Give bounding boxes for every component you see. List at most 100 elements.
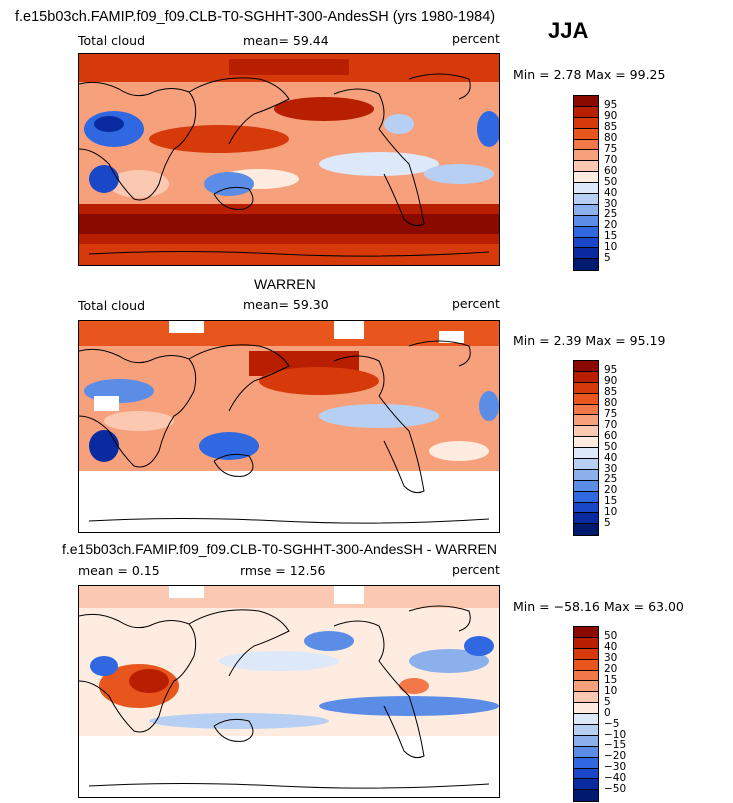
colorbar-swatch <box>574 648 598 660</box>
colorbar-tick-label: 95 <box>604 364 618 377</box>
colorbar-swatch <box>574 637 598 649</box>
colorbar-tick-label: 70 <box>604 153 618 166</box>
colorbar-tick-label: −30 <box>604 761 627 774</box>
colorbar-tick-label: 90 <box>604 110 618 123</box>
colorbar-swatch <box>574 681 598 693</box>
colorbar-swatch <box>574 117 598 129</box>
panel2-mean-label: mean= 59.30 <box>243 297 329 312</box>
colorbar-tick-label: 5 <box>604 695 611 708</box>
colorbar-swatch <box>574 670 598 682</box>
colorbar-tick-label: 40 <box>604 451 618 464</box>
colorbar-swatch <box>574 96 598 107</box>
colorbar-swatch <box>574 371 598 383</box>
colorbar-swatch <box>574 480 598 492</box>
colorbar-tick-label: 25 <box>604 473 618 486</box>
figure-title: f.e15b03ch.FAMIP.f09_f09.CLB-T0-SGHHT-30… <box>15 9 496 25</box>
panel3-colorbar <box>573 626 599 803</box>
colorbar-tick-label: 10 <box>604 684 618 697</box>
colorbar-swatch <box>574 194 598 205</box>
panel3-rmse-label: rmse = 12.56 <box>240 563 326 578</box>
colorbar-swatch <box>574 139 598 151</box>
colorbar-tick-label: 40 <box>604 186 618 199</box>
colorbar-tick-label: 70 <box>604 418 618 431</box>
colorbar-swatch <box>574 768 598 780</box>
colorbar-swatch <box>574 779 598 791</box>
colorbar-swatch <box>574 469 598 481</box>
colorbar-swatch <box>574 725 598 736</box>
colorbar-tick-label: 20 <box>604 663 618 676</box>
colorbar-swatch <box>574 128 598 140</box>
colorbar-tick-label: 15 <box>604 230 618 243</box>
colorbar-swatch <box>574 448 598 460</box>
colorbar-tick-label: 15 <box>604 495 618 508</box>
colorbar-tick-label: 15 <box>604 674 618 686</box>
colorbar-tick-label: 90 <box>604 375 618 388</box>
colorbar-swatch <box>574 746 598 758</box>
colorbar-swatch <box>574 659 598 671</box>
colorbar-tick-label: 50 <box>604 630 618 643</box>
colorbar-swatch <box>574 259 598 271</box>
colorbar-tick-label: −5 <box>604 717 620 730</box>
colorbar-tick-label: 30 <box>604 652 618 665</box>
colorbar-swatch <box>574 714 598 726</box>
colorbar-swatch <box>574 459 598 470</box>
colorbar-tick-label: 50 <box>604 440 618 453</box>
colorbar-swatch <box>574 491 598 503</box>
colorbar-swatch <box>574 502 598 514</box>
colorbar-swatch <box>574 404 598 416</box>
colorbar-tick-label: 5 <box>604 517 611 529</box>
colorbar-tick-label: 20 <box>604 484 618 497</box>
colorbar-tick-label: 25 <box>604 208 618 221</box>
colorbar-swatch <box>574 757 598 769</box>
panel3-minmax: Min = −58.16 Max = 63.00 <box>513 599 684 614</box>
colorbar-tick-label: −10 <box>604 728 627 741</box>
panel1-colorbar <box>573 95 599 272</box>
colorbar-tick-label: −50 <box>604 783 627 795</box>
colorbar-swatch <box>574 524 598 536</box>
colorbar-swatch <box>574 513 598 525</box>
colorbar-swatch <box>574 237 598 249</box>
colorbar-swatch <box>574 426 598 438</box>
colorbar-tick-label: 60 <box>604 429 618 442</box>
colorbar-swatch <box>574 161 598 173</box>
colorbar-tick-label: 75 <box>604 408 618 420</box>
colorbar-swatch <box>574 172 598 184</box>
colorbar-tick-label: 30 <box>604 462 618 475</box>
colorbar-swatch <box>574 393 598 405</box>
colorbar-swatch <box>574 106 598 118</box>
colorbar-swatch <box>574 183 598 195</box>
colorbar-tick-label: 5 <box>604 252 611 264</box>
colorbar-swatch <box>574 703 598 715</box>
colorbar-swatch <box>574 735 598 747</box>
colorbar-tick-label: 85 <box>604 386 618 399</box>
colorbar-tick-label: 20 <box>604 219 618 232</box>
colorbar-tick-label: 50 <box>604 175 618 188</box>
colorbar-tick-label: 75 <box>604 143 618 155</box>
colorbar-swatch <box>574 382 598 394</box>
panel3-mean-label: mean = 0.15 <box>78 563 160 578</box>
colorbar-tick-label: 40 <box>604 641 618 654</box>
panel2-map <box>78 320 500 533</box>
colorbar-tick-label: 85 <box>604 121 618 134</box>
panel1-variable-label: Total cloud <box>78 33 146 48</box>
panel1-minmax: Min = 2.78 Max = 99.25 <box>513 67 666 82</box>
colorbar-tick-label: −15 <box>604 739 627 752</box>
colorbar-swatch <box>574 790 598 802</box>
panel2-minmax: Min = 2.39 Max = 95.19 <box>513 333 666 348</box>
colorbar-tick-label: 80 <box>604 132 618 145</box>
colorbar-swatch <box>574 204 598 216</box>
colorbar-tick-label: 0 <box>604 706 611 719</box>
panel3-units-label: percent <box>452 562 500 577</box>
colorbar-swatch <box>574 437 598 449</box>
panel1-units-label: percent <box>452 31 500 46</box>
panel2-variable-label: Total cloud <box>78 298 146 313</box>
panel1-mean-label: mean= 59.44 <box>243 33 329 48</box>
colorbar-swatch <box>574 226 598 238</box>
colorbar-swatch <box>574 627 598 638</box>
colorbar-tick-label: −40 <box>604 772 627 785</box>
panel3-map <box>78 585 500 798</box>
colorbar-swatch <box>574 150 598 162</box>
panel2-units-label: percent <box>452 296 500 311</box>
panel3-heading: f.e15b03ch.FAMIP.f09_f09.CLB-T0-SGHHT-30… <box>62 541 497 557</box>
colorbar-tick-label: 10 <box>604 241 618 254</box>
